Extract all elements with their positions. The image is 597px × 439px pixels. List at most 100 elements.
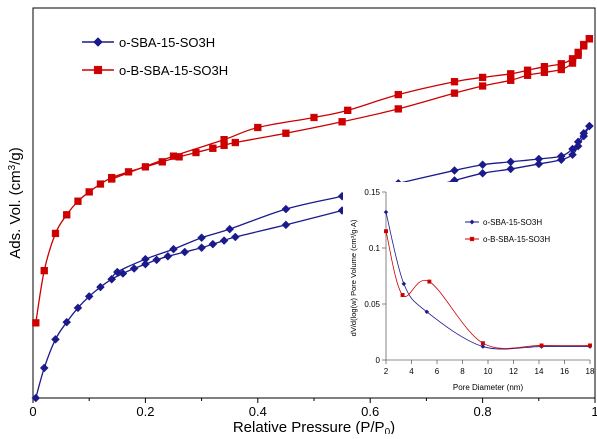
main-series-point-adsorption (63, 211, 71, 219)
main-series-point-adsorption (282, 129, 290, 137)
inset-series-point (401, 281, 407, 287)
main-x-tick-label: 0.2 (136, 404, 154, 419)
main-series-point-adsorption (96, 282, 105, 292)
main-series-point-desorption (107, 274, 117, 284)
inset-series-point (424, 309, 430, 315)
main-series-point-desorption (478, 160, 487, 170)
inset-legend-label: o-B-SBA-15-SO3H (483, 235, 550, 244)
main-x-tick-label: 1 (591, 404, 597, 419)
main-series-point-desorption (568, 55, 577, 63)
main-series-point-adsorption (73, 303, 83, 313)
main-series-point-desorption (169, 152, 178, 160)
main-series-point-adsorption (85, 188, 93, 196)
inset-legend-marker (469, 219, 475, 225)
inset-plot: 0 0.05 0.1 0.15 2 4 6 8 10 12 14 16 18 Pore Diameter … (343, 182, 595, 394)
main-series-point-desorption (254, 123, 262, 132)
main-series-point-adsorption (506, 164, 516, 174)
inset-x-tick-label: 10 (484, 367, 493, 376)
main-series-point-desorption (169, 244, 178, 254)
inset-series-point (400, 293, 405, 297)
inset-x-tick-label: 6 (435, 367, 440, 376)
inset-y-axis-label: dV/d(log(w) Pore Volume (cm³/g·A) (349, 219, 358, 336)
main-series-point-desorption (585, 35, 594, 43)
main-series-point-desorption (506, 157, 516, 167)
main-series-point-adsorption (40, 266, 48, 275)
main-series-point-desorption (310, 113, 318, 122)
main-series-point-adsorption (208, 239, 218, 249)
main-x-tick-label: 0.4 (249, 404, 267, 419)
main-series-point-desorption (585, 121, 594, 131)
inset-legend-marker (469, 236, 475, 242)
main-series-point-adsorption (197, 243, 206, 253)
legend-label: o-SBA-15-SO3H (119, 35, 215, 50)
main-series-point-adsorption (96, 180, 105, 188)
inset-series-point (384, 229, 388, 234)
main-series-point-adsorption (230, 232, 240, 242)
main-series-point-desorption (112, 267, 122, 277)
inset-legend-label: o-SBA-15-SO3H (483, 218, 542, 227)
main-series-point-adsorption (478, 168, 487, 178)
inset-series-1 (384, 229, 592, 349)
main-series-point-desorption (523, 66, 532, 74)
inset-series-point (383, 209, 389, 215)
inset-series-point (480, 344, 486, 349)
main-series-point-adsorption (219, 236, 229, 245)
main-series-point-desorption (507, 70, 515, 78)
main-x-tick-label: 0.8 (474, 404, 492, 419)
inset-x-tick-label: 12 (509, 367, 518, 376)
main-series-point-desorption (573, 137, 583, 147)
main-y-axis-label: Ads. Vol. (cm3/g) (7, 147, 24, 258)
main-series-point-adsorption (129, 264, 139, 273)
main-series-point-adsorption (32, 319, 40, 327)
main-series-point-desorption (580, 40, 588, 49)
main-series-point-adsorption (209, 144, 217, 152)
inset-y-tick-label: 0 (376, 356, 381, 365)
main-series-point-desorption (225, 224, 235, 234)
main-series-point-adsorption (51, 229, 60, 238)
inset-x-tick-label: 2 (384, 367, 389, 376)
main-series-point-desorption (197, 233, 206, 243)
inset-legend: o-SBA-15-SO3H o-B-SBA-15-SO3H (465, 218, 550, 244)
main-x-tick-label: 0.6 (361, 404, 379, 419)
main-series-point-desorption (450, 166, 459, 175)
main-series-point-desorption (540, 63, 549, 71)
inset-x-tick-label: 4 (409, 367, 414, 376)
main-series-point-adsorption (180, 247, 190, 257)
legend-marker (93, 37, 103, 47)
main-x-tick-label: 0 (29, 404, 36, 419)
main-series-point-desorption (220, 136, 228, 144)
main-series-point-adsorption (31, 393, 41, 403)
main-legend: o-SBA-15-SO3H o-B-SBA-15-SO3H (82, 35, 228, 78)
main-series-point-desorption (574, 48, 582, 57)
inset-series-point (539, 343, 544, 348)
inset-background (343, 182, 593, 394)
main-series-point-desorption (557, 60, 565, 68)
main-series-point-adsorption (507, 76, 515, 84)
main-series-point-adsorption (568, 150, 577, 160)
main-series-point-desorption (394, 90, 402, 99)
main-series-point-desorption (108, 175, 116, 183)
main-series-point-adsorption (534, 159, 544, 169)
main-x-axis-label: Relative Pressure (P/P0) (233, 419, 395, 434)
main-series-point-adsorption (338, 118, 346, 126)
main-series-point-adsorption (152, 255, 161, 265)
main-series-1 (32, 35, 594, 327)
inset-x-tick-label: 8 (460, 367, 465, 376)
main-series-point-adsorption (62, 317, 72, 327)
main-plot: 0 0.2 0.4 0.6 0.8 1 Relative Pressure (P/P0) Ad… (7, 7, 597, 438)
main-series-point-adsorption (478, 82, 487, 90)
main-series-point-desorption (579, 128, 589, 138)
main-series-point-adsorption (74, 197, 82, 205)
main-series-point-adsorption (394, 105, 402, 113)
main-series-point-adsorption (163, 251, 173, 261)
main-series-point-desorption (568, 144, 577, 154)
main-series-point-adsorption (450, 89, 459, 97)
main-series-point-desorption (534, 154, 544, 164)
inset-x-axis-label: Pore Diameter (nm) (453, 383, 524, 392)
main-series-point-adsorption (231, 138, 239, 147)
main-series-point-adsorption (51, 334, 60, 344)
main-series-point-adsorption (39, 363, 49, 373)
inset-y-tick-label: 0.05 (364, 300, 380, 309)
inset-series-point (427, 279, 432, 284)
